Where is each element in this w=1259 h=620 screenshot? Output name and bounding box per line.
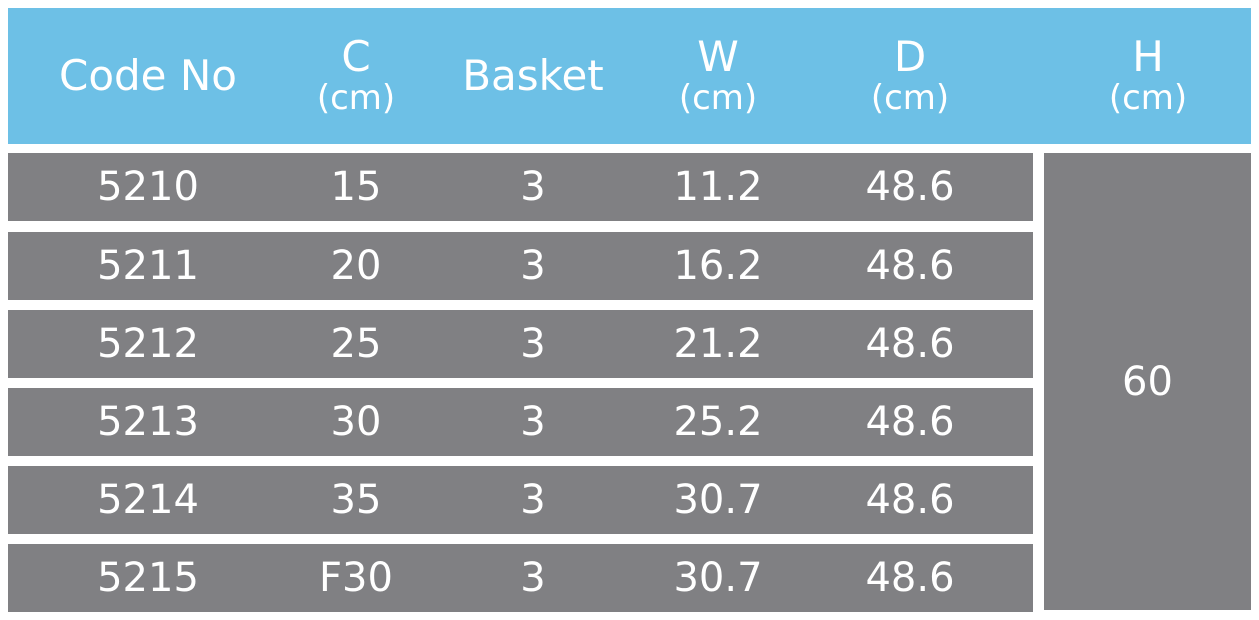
cell-basket: 3 xyxy=(520,164,546,210)
header-d: D (cm) xyxy=(810,8,1010,144)
cell-w: 21.2 xyxy=(673,321,763,367)
header-label: W xyxy=(697,32,739,81)
table-row: 5213 30 3 25.2 48.6 xyxy=(8,388,1033,456)
h-value-cell: 60 xyxy=(1044,153,1251,610)
header-unit: (cm) xyxy=(1108,78,1188,118)
cell-basket: 3 xyxy=(520,243,546,289)
header-c: C (cm) xyxy=(256,8,456,144)
header-label: C xyxy=(341,32,371,81)
cell-w: 16.2 xyxy=(673,243,763,289)
header-label: Code No xyxy=(59,51,237,100)
table-row: 5214 35 3 30.7 48.6 xyxy=(8,466,1033,534)
header-unit: (cm) xyxy=(870,78,950,118)
header-label: H xyxy=(1132,32,1164,81)
cell-code-no: 5214 xyxy=(97,477,199,523)
header-unit: (cm) xyxy=(678,78,758,118)
header-basket: Basket xyxy=(433,8,633,144)
cell-w: 25.2 xyxy=(673,399,763,445)
cell-c: 35 xyxy=(330,477,382,523)
table-header: Code No C (cm) Basket W (cm) D (cm) H (c… xyxy=(8,8,1251,144)
cell-c: 15 xyxy=(330,164,382,210)
table-row: 5212 25 3 21.2 48.6 xyxy=(8,310,1033,378)
cell-basket: 3 xyxy=(520,399,546,445)
header-h: H (cm) xyxy=(1048,8,1248,144)
cell-d: 48.6 xyxy=(865,321,955,367)
table-row: 5211 20 3 16.2 48.6 xyxy=(8,232,1033,300)
cell-basket: 3 xyxy=(520,321,546,367)
cell-c: 20 xyxy=(330,243,382,289)
cell-basket: 3 xyxy=(520,477,546,523)
cell-d: 48.6 xyxy=(865,399,955,445)
cell-code-no: 5213 xyxy=(97,399,199,445)
cell-code-no: 5211 xyxy=(97,243,199,289)
header-code-no: Code No xyxy=(48,8,248,144)
header-w: W (cm) xyxy=(618,8,818,144)
cell-code-no: 5212 xyxy=(97,321,199,367)
cell-c: 25 xyxy=(330,321,382,367)
cell-c: 30 xyxy=(330,399,382,445)
cell-d: 48.6 xyxy=(865,477,955,523)
cell-c: F30 xyxy=(319,555,393,601)
cell-d: 48.6 xyxy=(865,164,955,210)
cell-d: 48.6 xyxy=(865,555,955,601)
cell-w: 11.2 xyxy=(673,164,763,210)
header-label: D xyxy=(893,32,927,81)
header-label: Basket xyxy=(462,51,604,100)
table-row: 5215 F30 3 30.7 48.6 xyxy=(8,544,1033,612)
cell-w: 30.7 xyxy=(673,477,763,523)
cell-d: 48.6 xyxy=(865,243,955,289)
table-row: 5210 15 3 11.2 48.6 xyxy=(8,153,1033,221)
cell-code-no: 5215 xyxy=(97,555,199,601)
cell-w: 30.7 xyxy=(673,555,763,601)
header-unit: (cm) xyxy=(316,78,396,118)
h-value: 60 xyxy=(1122,358,1173,405)
cell-basket: 3 xyxy=(520,555,546,601)
cell-code-no: 5210 xyxy=(97,164,199,210)
